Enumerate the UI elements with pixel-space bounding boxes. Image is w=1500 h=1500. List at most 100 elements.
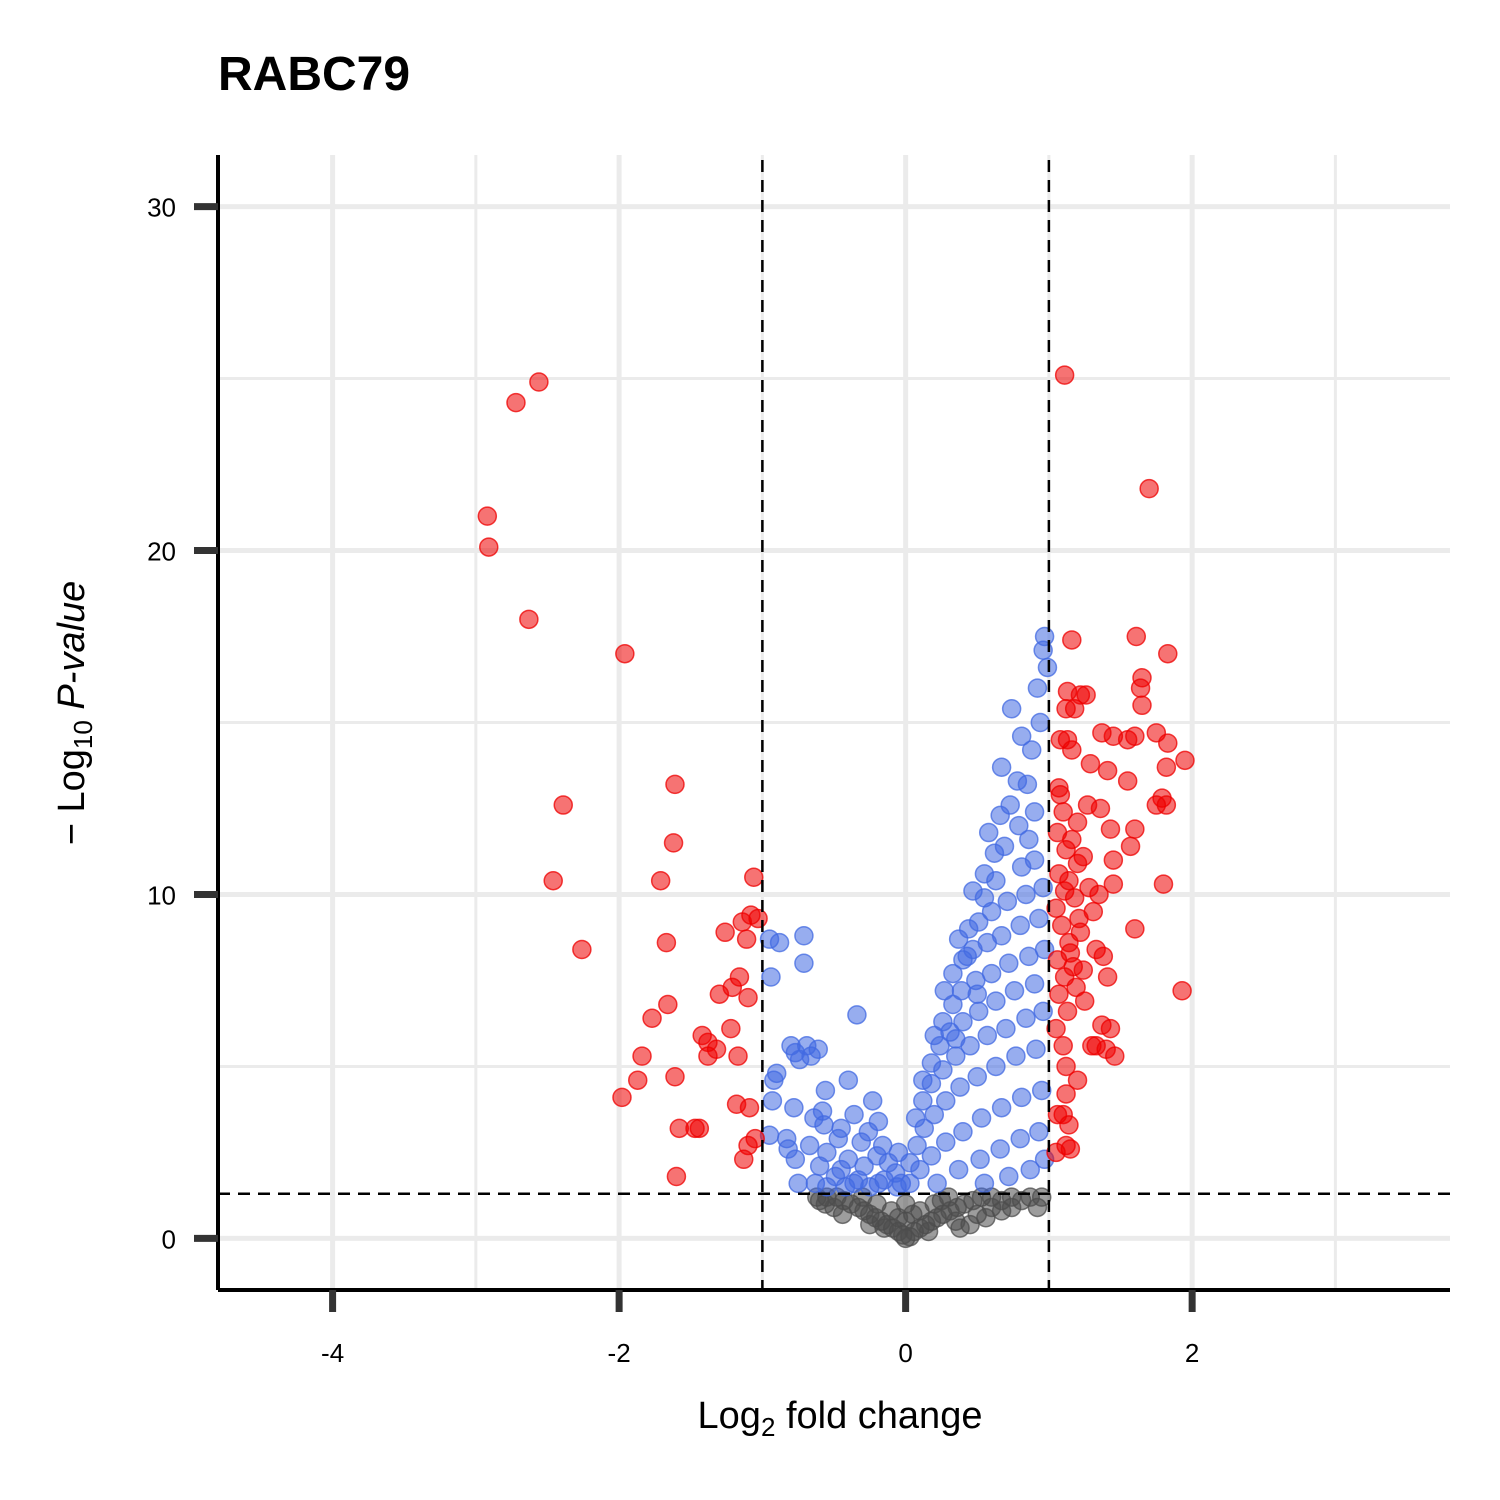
data-point-p-only [891,1173,912,1194]
data-point-p-only [943,963,963,984]
data-point-p-and-fc [572,939,592,960]
data-point-p-and-fc [1053,1036,1073,1056]
data-point-p-and-fc [698,1046,718,1066]
data-point-p-and-fc [612,1087,632,1108]
data-point-p-and-fc [1097,760,1118,781]
y-axis-title: − Log10 P-value [51,581,98,845]
data-point-p-only [935,1132,956,1152]
data-point-p-only [943,994,963,1015]
data-point-p-only [1016,1008,1036,1029]
data-point-p-and-fc [1073,846,1094,867]
data-point-p-only [970,1149,990,1170]
data-point-p-only [794,925,814,946]
y-axis-title-italic: P-value [51,581,93,710]
data-point-p-only [950,1077,970,1097]
data-point-p-and-fc [1090,798,1111,819]
data-point-p-only [990,1139,1010,1159]
data-point-ns [903,1204,923,1225]
data-point-p-and-fc [658,994,678,1015]
data-point-p-and-fc [506,392,526,413]
data-point-p-only [794,953,814,974]
data-point-p-and-fc [1097,967,1118,987]
data-point-p-and-fc [738,987,758,1008]
data-point-p-only [1024,974,1045,994]
x-tick-label: 2 [1185,1338,1199,1368]
data-point-p-only [907,1135,927,1156]
data-point-p-and-fc [744,867,764,888]
data-point-p-only [991,1097,1012,1118]
data-point-p-only [1019,829,1039,850]
data-point-p-only [984,843,1005,863]
data-point-p-and-fc [1056,1084,1076,1104]
data-point-p-only [935,1091,956,1111]
data-point-p-only [1011,726,1032,747]
data-point-p-only [799,1135,820,1156]
data-point-p-only [1011,1087,1032,1108]
data-point-p-and-fc [1103,874,1124,894]
data-point-p-only [1004,981,1025,1001]
data-point-p-and-fc [1100,1018,1121,1039]
data-point-p-and-fc [1125,919,1145,939]
data-point-p-only [977,1025,998,1046]
data-point-p-only [1006,1046,1026,1066]
data-point-p-and-fc [1062,740,1082,760]
data-point-p-and-fc [543,870,563,891]
data-point-p-only [761,967,781,987]
x-axis-title-rest: fold change [775,1395,982,1437]
data-point-p-only [762,1091,783,1111]
data-point-p-only [910,1159,930,1180]
data-point-ns [1001,1197,1022,1218]
data-point-p-and-fc [1064,888,1085,908]
data-point-ns [946,1211,966,1231]
data-point-p-only [844,1173,864,1194]
data-point-p-and-fc [1125,726,1145,747]
data-point-p-and-fc [1057,1001,1078,1022]
x-axis-title-base: Log [698,1395,761,1437]
data-point-p-only [1027,678,1048,698]
data-point-p-only [851,1132,871,1152]
data-point-p-only [997,891,1018,912]
data-point-p-only [999,1166,1019,1187]
data-point-p-only [888,1142,909,1163]
data-point-p-only [986,870,1006,891]
data-point-p-only [847,1005,867,1025]
grid [218,155,1450,1290]
data-point-p-and-fc [1046,898,1066,918]
data-point-p-only [991,925,1012,946]
data-point-p-only [948,1159,969,1180]
data-point-p-only [815,1080,836,1101]
data-point-p-and-fc [1050,784,1071,805]
data-points [477,365,1195,1249]
data-point-p-only [990,805,1010,826]
data-point-p-only [801,1046,821,1066]
data-point-p-and-fc [665,1067,685,1087]
y-tick-label: 10 [147,880,176,910]
data-point-p-and-fc [728,1046,748,1066]
data-point-p-only [921,1073,942,1094]
data-point-p-and-fc [1100,819,1121,839]
data-point-p-and-fc [1067,1070,1088,1090]
y-tick-label: 0 [162,1224,176,1254]
data-point-p-and-fc [1105,1046,1125,1066]
data-point-p-only [1020,1159,1041,1180]
data-point-p-and-fc [553,795,573,815]
data-point-p-and-fc [477,506,498,526]
data-point-p-and-fc [1052,915,1072,936]
data-point-p-only [913,1091,933,1111]
data-point-p-and-fc [656,932,677,953]
data-point-p-only [1016,884,1036,905]
data-point-p-only [927,1173,947,1194]
data-point-p-only [1037,657,1058,678]
x-tick-label: -4 [321,1338,344,1368]
data-point-p-only [1029,908,1049,929]
data-point-p-only [946,1029,966,1049]
data-point-ns [918,1221,939,1242]
data-point-p-only [953,1011,973,1032]
data-point-p-and-fc [1049,984,1069,1004]
data-point-p-and-fc [1046,1018,1066,1039]
data-point-p-and-fc [627,1070,648,1090]
data-point-p-only [974,888,995,908]
data-point-p-and-fc [1046,1142,1066,1163]
data-point-p-and-fc [1079,877,1099,898]
